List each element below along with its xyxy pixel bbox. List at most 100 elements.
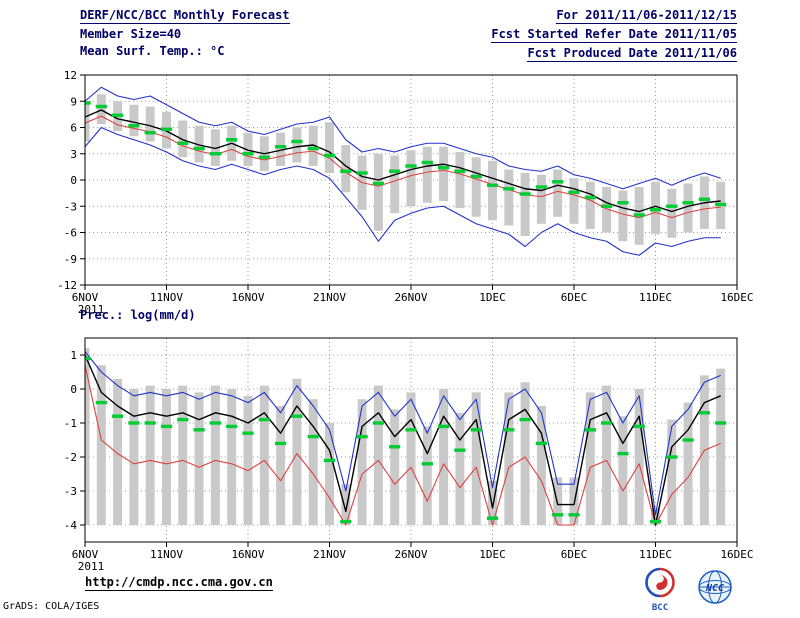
spread-bar (259, 385, 269, 525)
spread-bar (651, 508, 660, 525)
x-axis-year-label: 2011 (78, 303, 105, 313)
spread-bar (422, 426, 432, 525)
x-tick-label: 11DEC (639, 291, 672, 304)
spread-bar (227, 389, 237, 525)
spread-bar (471, 392, 481, 525)
spread-bar (390, 409, 400, 525)
x-tick-label: 6DEC (561, 548, 588, 561)
y-tick-label: 9 (70, 95, 77, 108)
spread-bar (292, 127, 302, 163)
x-tick-label: 11NOV (150, 548, 183, 561)
spread-bar (406, 392, 416, 525)
x-tick-label: 1DEC (479, 291, 506, 304)
spread-bar (85, 101, 90, 142)
member-max-line (85, 86, 721, 190)
x-tick-label: 16NOV (231, 548, 264, 561)
y-tick-label: 1 (70, 349, 77, 362)
member-min-line (85, 126, 721, 256)
spread-bar (390, 155, 400, 214)
spread-bar (651, 181, 660, 235)
y-tick-label: -4 (64, 519, 78, 532)
bcc-logo-label: BCC (652, 603, 668, 612)
x-tick-label: 16DEC (720, 548, 753, 561)
spread-bar (341, 145, 351, 193)
temperature-chart: -12 -9 -6 -3 0 3 6 9 12 6NOV 11NOV 16NOV 21NOV 26NOV 1… (57, 69, 753, 313)
spread-bar (129, 104, 139, 137)
spread-bar (716, 368, 726, 525)
spread-bar (373, 385, 383, 525)
header-right-column: For 2011/11/06-2011/12/15 Fcst Started R… (491, 8, 737, 62)
spread-bar (357, 399, 367, 525)
spread-bar (520, 382, 530, 525)
spread-bar (602, 187, 612, 233)
spread-bar (422, 146, 432, 203)
spread-bar (455, 152, 465, 208)
spread-bar (276, 132, 286, 166)
x-tick-label: 16NOV (231, 291, 264, 304)
x-tick-label: 11DEC (639, 548, 672, 561)
spread-bar (308, 399, 318, 525)
member-max-line (85, 351, 721, 516)
spread-bar (455, 412, 465, 525)
spread-bar (504, 392, 514, 525)
source-url: http://cmdp.ncc.cma.gov.cn (85, 575, 273, 591)
spread-bar (569, 178, 579, 224)
spread-bar (373, 153, 383, 231)
ncc-logo: NCC (698, 570, 732, 604)
spread-bar (553, 477, 563, 525)
spread-bar (194, 125, 204, 163)
logos: BCC NCC (640, 566, 738, 612)
x-tick-label: 16DEC (720, 291, 753, 304)
bcc-logo: BCC (645, 567, 675, 612)
plot-area (85, 86, 727, 256)
spread-bar (634, 389, 644, 525)
spread-bar (585, 392, 595, 525)
y-tick-label: 0 (70, 383, 77, 396)
y-tick-label: -3 (64, 200, 77, 213)
bcc-swirl-icon (656, 575, 668, 590)
y-tick-label: 3 (70, 148, 77, 161)
spread-bar (85, 348, 90, 525)
spread-bar (553, 169, 563, 217)
y-tick-label: -6 (64, 227, 77, 240)
spread-bar (292, 378, 302, 525)
x-axis-year-label: 2011 (78, 560, 105, 573)
spread-bar (488, 160, 497, 221)
spread-bar (683, 183, 693, 233)
spread-bar (536, 174, 546, 224)
ncc-logo-label: NCC (705, 583, 724, 594)
x-tick-label: 6DEC (561, 291, 588, 304)
spread-bar (243, 395, 253, 525)
spread-bar (341, 484, 351, 525)
x-tick-label: 6NOV (72, 548, 99, 561)
spread-bar (325, 122, 334, 173)
x-tick-label: 1DEC (479, 548, 506, 561)
control-red-line (85, 115, 721, 219)
forecast-period-label: For 2011/11/06-2011/12/15 (556, 8, 737, 24)
spread-bar (520, 173, 530, 236)
figure-header: DERF/NCC/BCC Monthly Forecast Member Siz… (80, 8, 737, 62)
x-tick-label: 21NOV (313, 548, 346, 561)
y-tick-label: 12 (64, 69, 77, 82)
spread-bar (618, 416, 628, 525)
spread-bar (210, 129, 220, 166)
x-tick-label: 21NOV (313, 291, 346, 304)
x-tick-label: 6NOV (72, 291, 99, 304)
header-left-column: DERF/NCC/BCC Monthly Forecast Member Siz… (80, 8, 290, 62)
spread-bar (178, 385, 188, 525)
ensemble-mean-line (85, 109, 721, 213)
spread-bar (667, 188, 677, 238)
spread-bar (96, 365, 106, 525)
spread-bar (585, 181, 595, 229)
variable-label: Mean Surf. Temp.: °C (80, 44, 225, 58)
y-tick-label: -2 (64, 451, 77, 464)
spread-bar (618, 190, 628, 242)
spread-bar (145, 106, 155, 142)
spread-bar (276, 406, 286, 525)
spread-bar (439, 146, 449, 201)
y-tick-label: -12 (57, 279, 77, 292)
y-tick-label: -1 (64, 417, 77, 430)
y-tick-label: -3 (64, 485, 77, 498)
x-tick-label: 26NOV (394, 291, 427, 304)
